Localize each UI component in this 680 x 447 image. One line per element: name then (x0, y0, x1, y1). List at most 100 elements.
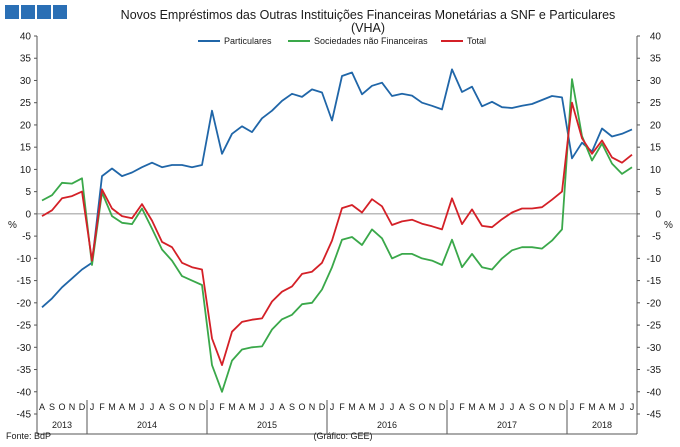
legend-label: Sociedades não Financeiras (314, 36, 428, 46)
x-tick-label-month: M (228, 402, 236, 412)
x-tick-label-month: J (500, 402, 505, 412)
x-tick-label-month: A (359, 402, 365, 412)
chart-title: Novos Empréstimos das Outras Instituiçõe… (121, 8, 616, 22)
y-tick-label-right: -35 (647, 365, 662, 376)
y-tick-label-right: 25 (650, 98, 662, 109)
y-tick-label-right: 35 (650, 54, 662, 65)
y-tick-label-right: -20 (647, 298, 662, 309)
x-tick-label-month: S (529, 402, 535, 412)
x-tick-label-month: F (459, 402, 465, 412)
x-tick-label-month: M (348, 402, 356, 412)
x-tick-label-month: J (330, 402, 335, 412)
y-tick-label-left: 30 (20, 76, 32, 87)
y-tick-label-left: -20 (17, 298, 32, 309)
x-tick-label-month: A (599, 402, 605, 412)
x-tick-label-month: M (248, 402, 256, 412)
x-tick-label-month: J (150, 402, 155, 412)
x-tick-label-month: D (319, 402, 326, 412)
x-tick-label-year: 2016 (377, 420, 397, 430)
x-tick-label-month: N (309, 402, 316, 412)
y-tick-label-left: -5 (22, 232, 31, 243)
y-tick-label-left: 15 (20, 143, 32, 154)
chart-subtitle: (VHA) (351, 21, 385, 35)
y-tick-label-right: -15 (647, 276, 662, 287)
x-tick-label-month: A (519, 402, 525, 412)
x-tick-label-month: O (298, 402, 305, 412)
x-tick-label-month: M (128, 402, 136, 412)
y-tick-label-left: -45 (17, 410, 32, 421)
y-tick-label-left: 5 (25, 187, 31, 198)
x-tick-label-month: J (390, 402, 395, 412)
y-tick-label-right: 5 (655, 187, 661, 198)
x-tick-label-month: D (559, 402, 566, 412)
series-line-2 (41, 78, 633, 393)
x-tick-label-month: N (429, 402, 436, 412)
logo-square (37, 5, 51, 19)
x-tick-label-month: F (99, 402, 105, 412)
y-tick-label-right: -10 (647, 254, 662, 265)
y-tick-label-right: -25 (647, 321, 662, 332)
x-tick-label-month: N (549, 402, 556, 412)
y-tick-label-right: 10 (650, 165, 662, 176)
x-tick-label-year: 2017 (497, 420, 517, 430)
x-tick-label-month: A (279, 402, 285, 412)
y-tick-label-left: -35 (17, 365, 32, 376)
y-tick-label-right: 0 (655, 209, 661, 220)
x-tick-label-month: J (450, 402, 455, 412)
y-tick-label-left: 35 (20, 54, 32, 65)
logo-square (5, 5, 19, 19)
x-tick-label-month: O (178, 402, 185, 412)
logo-square (53, 5, 67, 19)
x-tick-label-month: J (570, 402, 575, 412)
x-tick-label-month: J (210, 402, 215, 412)
x-tick-label-month: D (79, 402, 86, 412)
y-tick-label-right: 15 (650, 143, 662, 154)
x-tick-label-year: 2014 (137, 420, 157, 430)
x-tick-label-month: A (119, 402, 125, 412)
x-tick-label-month: O (538, 402, 545, 412)
source-note: Fonte: BdP (6, 431, 51, 441)
x-tick-label-month: F (579, 402, 585, 412)
y-ticks-right: 40 35 30 25 20 15 10 5 0 -5 -10 -15 -20 -25 -30 -35 -40 -… (637, 32, 661, 421)
y-tick-label-right: -5 (652, 232, 661, 243)
x-tick-label-month: J (630, 402, 635, 412)
legend-label: Particulares (224, 36, 272, 46)
x-tick-label-month: M (588, 402, 596, 412)
x-tick-label-month: A (239, 402, 245, 412)
y-tick-label-left: 40 (20, 32, 32, 43)
x-tick-label-month: M (368, 402, 376, 412)
y-tick-label-left: -40 (17, 387, 32, 398)
y-tick-label-left: -30 (17, 343, 32, 354)
x-tick-label-month: N (189, 402, 196, 412)
x-tick-label-month: J (380, 402, 385, 412)
y-tick-label-right: 30 (650, 76, 662, 87)
x-tick-label-month: A (39, 402, 45, 412)
x-tick-label-year: 2018 (592, 420, 612, 430)
x-tick-label-month: J (90, 402, 95, 412)
x-tick-label-month: O (418, 402, 425, 412)
y-tick-label-left: -15 (17, 276, 32, 287)
x-tick-label-month: M (108, 402, 116, 412)
y-tick-label-right: -30 (647, 343, 662, 354)
x-tick-label-month: A (479, 402, 485, 412)
x-tick-label-month: F (339, 402, 345, 412)
legend: Particulares Sociedades não Financeiras To… (198, 36, 486, 46)
legend-label: Total (467, 36, 486, 46)
x-tick-label-month: M (488, 402, 496, 412)
y-tick-label-left: 10 (20, 165, 32, 176)
x-tick-label-month: J (260, 402, 265, 412)
x-tick-label-month: O (58, 402, 65, 412)
y-tick-label-left: 25 (20, 98, 32, 109)
x-tick-label-month: F (219, 402, 225, 412)
series-line-3 (41, 101, 633, 367)
x-tick-label-month: D (439, 402, 446, 412)
y-ticks-left: 40 35 30 25 20 15 10 5 0 -5 -10 -15 -20 -25 -30 -35 -40 -… (17, 32, 37, 421)
x-tick-label-month: J (510, 402, 515, 412)
logo (5, 5, 67, 19)
y-axis-label-right: % (664, 220, 673, 231)
y-tick-label-right: -40 (647, 387, 662, 398)
x-tick-label-month: A (159, 402, 165, 412)
y-tick-label-right: 20 (650, 120, 662, 131)
x-tick-label-month: S (49, 402, 55, 412)
